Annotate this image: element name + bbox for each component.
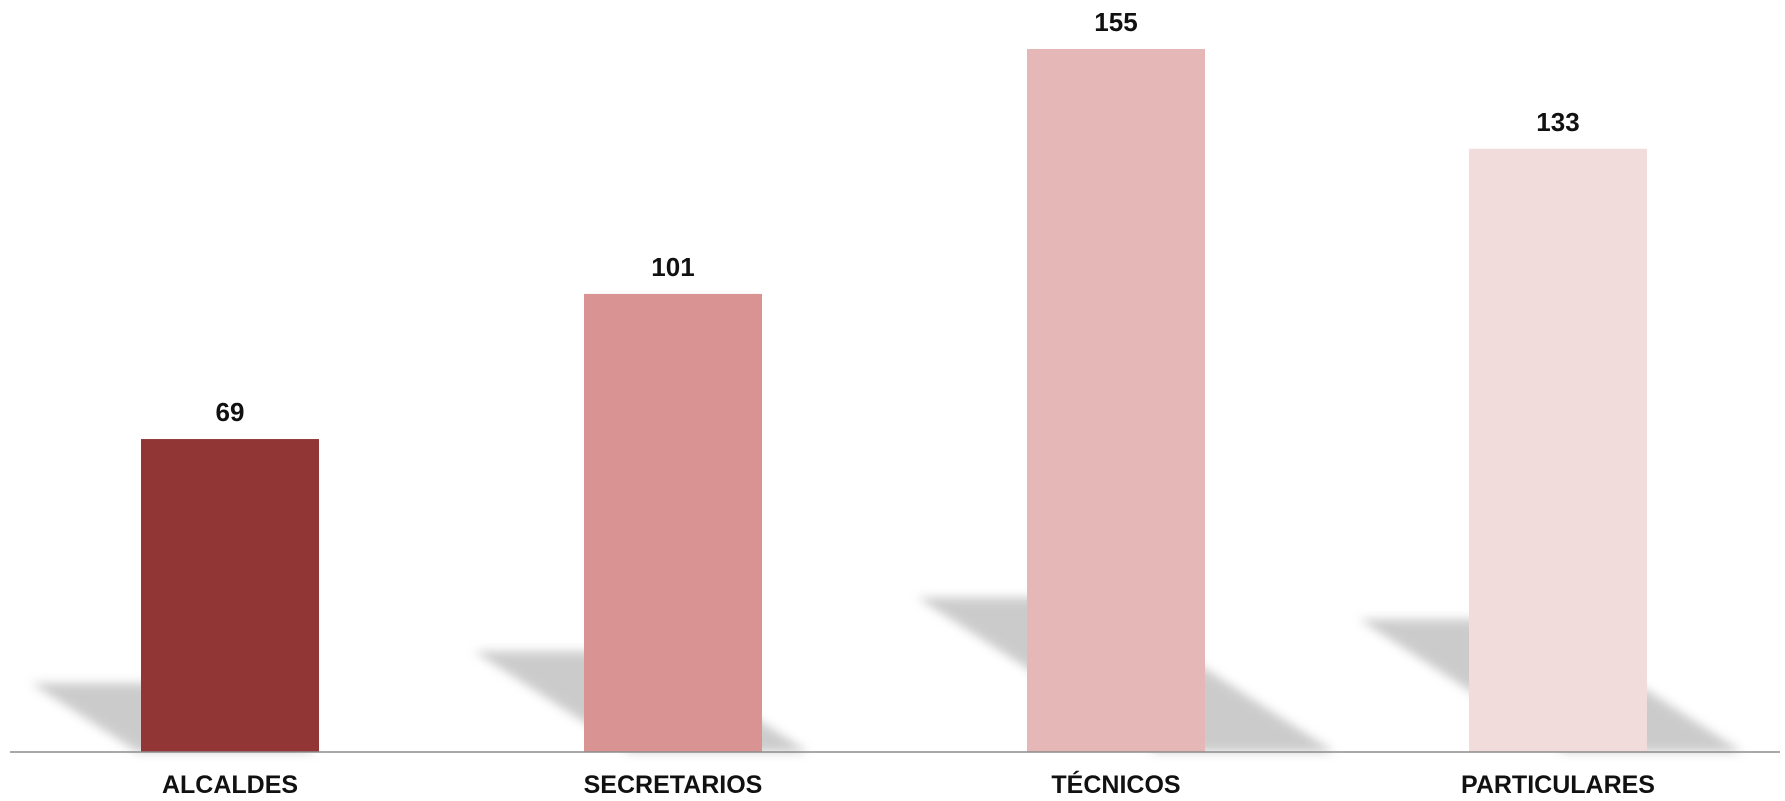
bar-secretarios bbox=[584, 293, 762, 752]
data-label: 133 bbox=[1536, 107, 1579, 137]
x-tick-label: TÉCNICOS bbox=[1051, 770, 1180, 799]
x-tick-label: SECRETARIOS bbox=[584, 771, 763, 799]
x-tick-label: ALCALDES bbox=[162, 771, 298, 799]
data-label: 69 bbox=[216, 397, 245, 427]
bars-group bbox=[141, 49, 1647, 752]
x-tick-label: PARTICULARES bbox=[1461, 771, 1655, 799]
bar-alcaldes bbox=[141, 439, 319, 752]
data-labels-group: 69 101 155 133 bbox=[216, 7, 1580, 427]
bar-tecnicos bbox=[1027, 49, 1205, 752]
data-label: 101 bbox=[651, 252, 694, 282]
x-tick-labels-group: ALCALDES SECRETARIOS TÉCNICOS PARTICULARES bbox=[162, 770, 1655, 799]
bar-particulares bbox=[1469, 148, 1647, 752]
data-label: 155 bbox=[1094, 7, 1137, 37]
